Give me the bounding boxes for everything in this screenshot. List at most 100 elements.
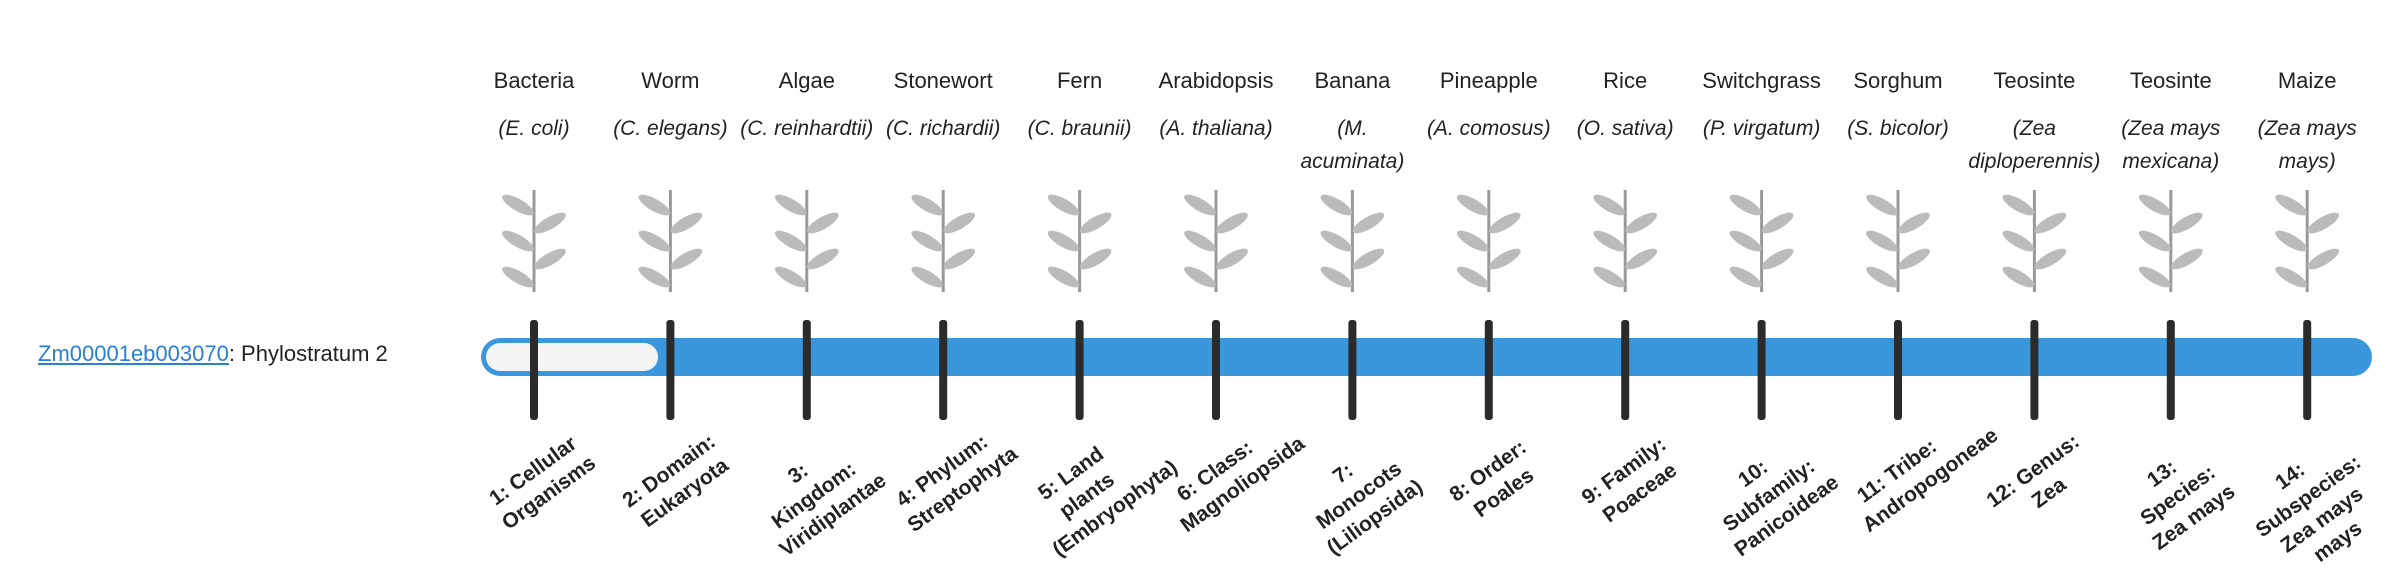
organism-illustration [1729, 190, 1794, 292]
illustration-leaf [502, 266, 534, 288]
stratum-tick [1348, 320, 1357, 420]
gene-link[interactable]: Zm00001eb003070 [38, 341, 229, 366]
organism-name: Maize [2277, 68, 2337, 93]
organism-name: Stonewort [893, 68, 993, 93]
illustration-leaf [774, 194, 807, 216]
illustration-leaf [2275, 194, 2308, 216]
illustration-leaf [2002, 230, 2035, 252]
organism-name: Pineapple [1439, 68, 1538, 93]
species-name: (C. richardii) [886, 117, 1001, 140]
illustration-leaf [943, 248, 976, 270]
phylostratum-label: : Phylostratum 2 [228, 341, 388, 366]
illustration-leaf [1625, 248, 1658, 270]
organism-illustration [1593, 190, 1658, 292]
organism-name: Teosinte [1993, 68, 2076, 93]
organism-illustration [1184, 190, 1248, 292]
illustration-leaf [1456, 230, 1489, 252]
stratum-tick [1621, 320, 1630, 420]
species-name: (M. acuminata) [1300, 117, 1405, 173]
species-name: (A. thaliana) [1159, 117, 1273, 140]
illustration-leaf [1320, 194, 1353, 216]
illustration-leaf [1320, 266, 1353, 288]
illustration-leaf [806, 212, 839, 234]
illustration-leaf [1729, 194, 1762, 216]
organism-name: Rice [1603, 68, 1648, 93]
illustration-leaf [1593, 194, 1626, 216]
illustration-leaf [2138, 230, 2171, 252]
organism-name: Arabidopsis [1158, 68, 1274, 93]
stratum-tick [1075, 320, 1084, 420]
organism-illustration [502, 190, 566, 292]
stratum-tick [1894, 320, 1902, 420]
illustration-leaf [1761, 212, 1794, 234]
species-name: (C. elegans) [613, 117, 728, 140]
illustration-leaf [774, 230, 807, 252]
illustration-leaf [2170, 212, 2203, 234]
illustration-leaf [1761, 248, 1794, 270]
species-name: (Zea diploperennis) [1968, 117, 2101, 173]
illustration-leaf [1047, 230, 1080, 252]
illustration-leaf [1729, 266, 1762, 288]
illustration-leaf [638, 230, 671, 252]
illustration-leaf [502, 194, 534, 216]
illustration-leaf [1866, 230, 1898, 252]
organism-name: Banana [1314, 68, 1391, 93]
organism-name: Fern [1056, 68, 1103, 93]
stratum-tick [802, 320, 811, 420]
illustration-leaf [2307, 212, 2340, 234]
gene-label: Zm00001eb003070: Phylostratum 2 [38, 341, 388, 367]
organism-illustration [2138, 190, 2203, 292]
illustration-leaf [911, 230, 944, 252]
illustration-leaf [1047, 266, 1080, 288]
illustration-leaf [1047, 194, 1080, 216]
illustration-leaf [2034, 212, 2067, 234]
illustration-leaf [1625, 212, 1658, 234]
illustration-leaf [1079, 212, 1112, 234]
illustration-leaf [1320, 230, 1353, 252]
illustration-leaf [2275, 266, 2308, 288]
illustration-leaf [1456, 266, 1489, 288]
species-name: (E. coli) [498, 117, 570, 140]
illustration-leaf [806, 248, 839, 270]
species-name: (P. virgatum) [1702, 117, 1821, 140]
organism-name: Algae [778, 68, 835, 93]
stratum-tick [939, 320, 948, 420]
illustration-leaf [534, 248, 566, 270]
illustration-leaf [1184, 266, 1216, 288]
illustration-leaf [670, 212, 703, 234]
illustration-leaf [1184, 230, 1216, 252]
illustration-leaf [774, 266, 807, 288]
illustration-leaf [911, 194, 944, 216]
organism-name: Switchgrass [1702, 68, 1821, 93]
organism-illustration [638, 190, 703, 292]
organism-illustration [774, 190, 839, 292]
illustration-leaf [1593, 230, 1626, 252]
stratum-tick [2030, 320, 2039, 420]
illustration-leaf [2307, 248, 2340, 270]
stratum-tick [530, 320, 538, 420]
illustration-leaf [1898, 248, 1930, 270]
organism-illustration [1866, 190, 1930, 292]
illustration-leaf [1866, 194, 1898, 216]
species-name: (C. reinhardtii) [740, 117, 874, 140]
stratum-tick [1484, 320, 1493, 420]
illustration-leaf [1216, 212, 1248, 234]
organism-illustration [1047, 190, 1112, 292]
organism-illustration [1320, 190, 1385, 292]
illustration-leaf [1488, 212, 1521, 234]
illustration-leaf [911, 266, 944, 288]
stratum-tick [1757, 320, 1766, 420]
illustration-leaf [1593, 266, 1626, 288]
organism-name: Bacteria [493, 68, 575, 93]
illustration-leaf [638, 194, 671, 216]
illustration-leaf [2034, 248, 2067, 270]
organism-name: Sorghum [1853, 68, 1943, 93]
illustration-leaf [1352, 212, 1385, 234]
illustration-leaf [2138, 266, 2171, 288]
organism-illustration [1456, 190, 1521, 292]
illustration-leaf [1898, 212, 1930, 234]
organism-illustration [2275, 190, 2340, 292]
illustration-leaf [1079, 248, 1112, 270]
illustration-leaf [2002, 266, 2035, 288]
